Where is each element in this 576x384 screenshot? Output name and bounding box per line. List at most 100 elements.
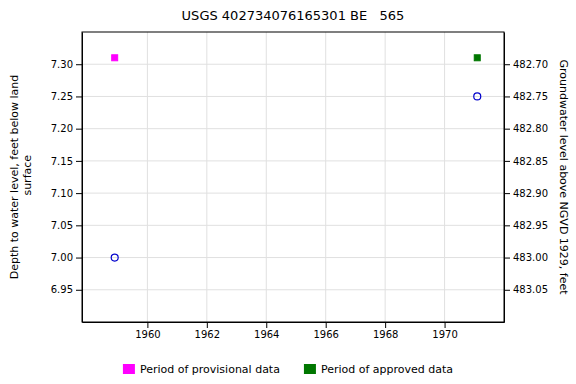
y-axis-tick: 7.05 <box>51 220 82 231</box>
y-axis-tick-mark <box>76 193 82 194</box>
y2-axis-tick-mark <box>504 161 510 162</box>
legend-item: Period of provisional data <box>123 363 280 376</box>
y-axis-tick-mark <box>76 225 82 226</box>
y-axis-tick-mark <box>76 161 82 162</box>
series <box>112 55 118 61</box>
x-axis-tick-label: 1962 <box>195 329 220 340</box>
legend-swatch <box>304 364 316 374</box>
y2-axis-tick: 483.05 <box>504 284 548 295</box>
x-axis-tick: 1968 <box>373 322 398 340</box>
grid <box>82 32 504 322</box>
legend-label: Period of approved data <box>321 363 453 376</box>
x-axis-line <box>83 322 505 323</box>
x-axis-tick-label: 1970 <box>432 329 457 340</box>
plot-frame <box>82 32 504 322</box>
legend-label: Period of provisional data <box>140 363 280 376</box>
y-axis-tick-label: 7.25 <box>51 91 73 102</box>
grid-line-y <box>82 225 504 226</box>
y-axis-tick: 7.10 <box>51 188 82 199</box>
grid-line-x <box>325 32 326 322</box>
y2-axis-tick-label: 482.90 <box>513 188 548 199</box>
x-axis-tick-mark <box>266 322 267 328</box>
y-axis-tick-label: 7.10 <box>51 188 73 199</box>
y-axis-tick: 6.95 <box>51 284 82 295</box>
y-axis-tick-label: 7.00 <box>51 252 73 263</box>
y2-axis-tick-mark <box>504 193 510 194</box>
y2-axis-tick-mark <box>504 129 510 130</box>
point <box>111 254 118 261</box>
y2-axis-tick-label: 482.95 <box>513 220 548 231</box>
x-axis-tick-mark <box>207 322 208 328</box>
x-axis-tick-mark <box>147 322 148 328</box>
x-axis-tick-mark <box>385 322 386 328</box>
y2-axis-tick-mark <box>504 64 510 65</box>
y-axis-tick-label: 7.20 <box>51 123 73 134</box>
point <box>474 93 481 100</box>
y-axis-tick-mark <box>76 96 82 97</box>
y2-axis-tick: 482.80 <box>504 123 548 134</box>
x-axis-tick-mark <box>326 322 327 328</box>
x-axis-tick-label: 1966 <box>313 329 338 340</box>
x-axis-tick-mark <box>445 322 446 328</box>
grid-line-y <box>82 257 504 258</box>
y2-axis-tick-mark <box>504 258 510 259</box>
grid-line-x <box>206 32 207 322</box>
x-axis-tick-label: 1968 <box>373 329 398 340</box>
title: USGS 402734076165301 BE 565 <box>182 8 405 23</box>
x-axis-tick: 1970 <box>432 322 457 340</box>
y2-axis-tick: 483.00 <box>504 252 548 263</box>
y-axis-title: Depth to water level, feet below land su… <box>8 75 34 280</box>
y-axis-tick: 7.15 <box>51 156 82 167</box>
y-axis-tick: 7.00 <box>51 252 82 263</box>
y2-axis-tick-label: 482.85 <box>513 156 548 167</box>
y2-axis-tick-label: 482.70 <box>513 59 548 70</box>
y2-axis-tick: 482.90 <box>504 188 548 199</box>
x-axis: 1960 1962 1964 1966 1968 1970 <box>83 322 505 340</box>
legend-swatch <box>123 364 135 374</box>
y-axis-tick: 7.25 <box>51 91 82 102</box>
y2-axis-tick-mark <box>504 96 510 97</box>
y-axis-tick-mark <box>76 129 82 130</box>
y2-axis-tick-label: 482.75 <box>513 91 548 102</box>
series <box>474 55 480 61</box>
y2-axis-tick-label: 483.05 <box>513 284 548 295</box>
y2-axis-line <box>504 33 505 323</box>
grid-line-y <box>82 64 504 65</box>
y2-axis-tick-label: 482.80 <box>513 123 548 134</box>
y-axis-tick-mark <box>76 64 82 65</box>
points <box>111 55 481 261</box>
legend: Period of provisional data Period of appr… <box>123 363 453 376</box>
x-axis-tick: 1964 <box>254 322 279 340</box>
legend-item: Period of approved data <box>304 363 453 376</box>
x-axis-tick-label: 1964 <box>254 329 279 340</box>
grid-line-y <box>82 160 504 161</box>
y2-axis-tick-mark <box>504 290 510 291</box>
point <box>474 55 480 61</box>
y-axis-tick-label: 7.15 <box>51 156 73 167</box>
x-axis-tick: 1966 <box>313 322 338 340</box>
point <box>112 55 118 61</box>
y-axis-line <box>82 33 83 323</box>
plot: 1960 1962 1964 1966 1968 1970 6.95 7.00 7.05 7.10… <box>51 32 548 340</box>
y-axis-tick-mark <box>76 258 82 259</box>
chart: 1960 1962 1964 1966 1968 1970 6.95 7.00 7.05 7.10… <box>0 0 576 384</box>
y-axis-tick-label: 7.05 <box>51 220 73 231</box>
y-axis-tick-mark <box>76 290 82 291</box>
y-axis: 6.95 7.00 7.05 7.10 7.15 7.20 7.25 7.30 <box>51 33 83 323</box>
x-axis-tick-label: 1960 <box>135 329 160 340</box>
x-axis-tick: 1962 <box>195 322 220 340</box>
grid-line-y <box>82 128 504 129</box>
y2-axis-tick-mark <box>504 225 510 226</box>
y2-axis: 483.05 483.00 482.95 482.90 482.85 482.80 482.… <box>504 33 548 323</box>
y2-axis-tick: 482.75 <box>504 91 548 102</box>
x-axis-tick: 1960 <box>135 322 160 340</box>
series <box>111 93 481 261</box>
grid-line-x <box>385 32 386 322</box>
y2-axis-tick: 482.85 <box>504 156 548 167</box>
y-axis-tick: 7.20 <box>51 123 82 134</box>
y-axis-tick: 7.30 <box>51 59 82 70</box>
y2-axis-tick: 482.70 <box>504 59 548 70</box>
grid-line-y <box>82 96 504 97</box>
y2-axis-tick-label: 483.00 <box>513 252 548 263</box>
y2-axis-tick: 482.95 <box>504 220 548 231</box>
